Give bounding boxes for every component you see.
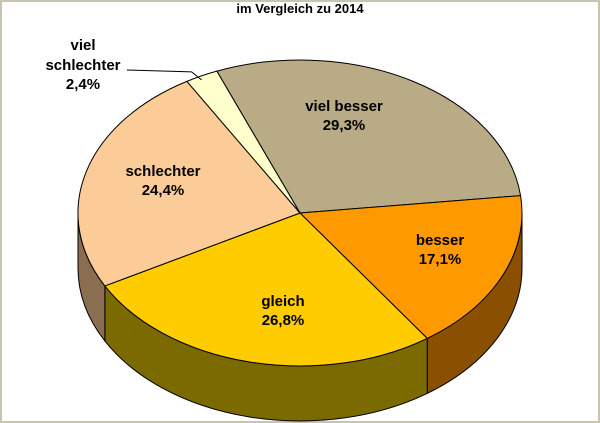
pie-slice-3 — [77, 80, 301, 287]
slice-value-0: 29,3% — [323, 117, 366, 134]
slice-value-2: 26,8% — [262, 312, 305, 329]
slice-label-0: viel besser — [305, 98, 383, 115]
pie-slice-2 — [104, 212, 429, 367]
chart-subtitle: im Vergleich zu 2014 — [236, 1, 364, 16]
slice-label-3: schlechter — [125, 163, 200, 180]
pie-tops — [77, 59, 523, 367]
pie-slice-0 — [216, 59, 522, 214]
slice-label-1: besser — [416, 232, 465, 249]
pie-labels: viel besser 29,3% besser 17,1% gleich 26,8% sc… — [45, 37, 464, 329]
slice-label-2: gleich — [261, 293, 304, 310]
leader-line — [126, 69, 202, 81]
pie-slice-1 — [298, 195, 523, 339]
slice-value-3: 24,4% — [142, 182, 185, 199]
slice-value-1: 17,1% — [419, 251, 462, 268]
outside-label-line-2: schlechter — [45, 57, 120, 74]
outside-label-line-3: 2,4% — [66, 76, 100, 93]
outside-label-line-1: viel — [70, 37, 95, 54]
pie-slice-4 — [186, 70, 301, 214]
